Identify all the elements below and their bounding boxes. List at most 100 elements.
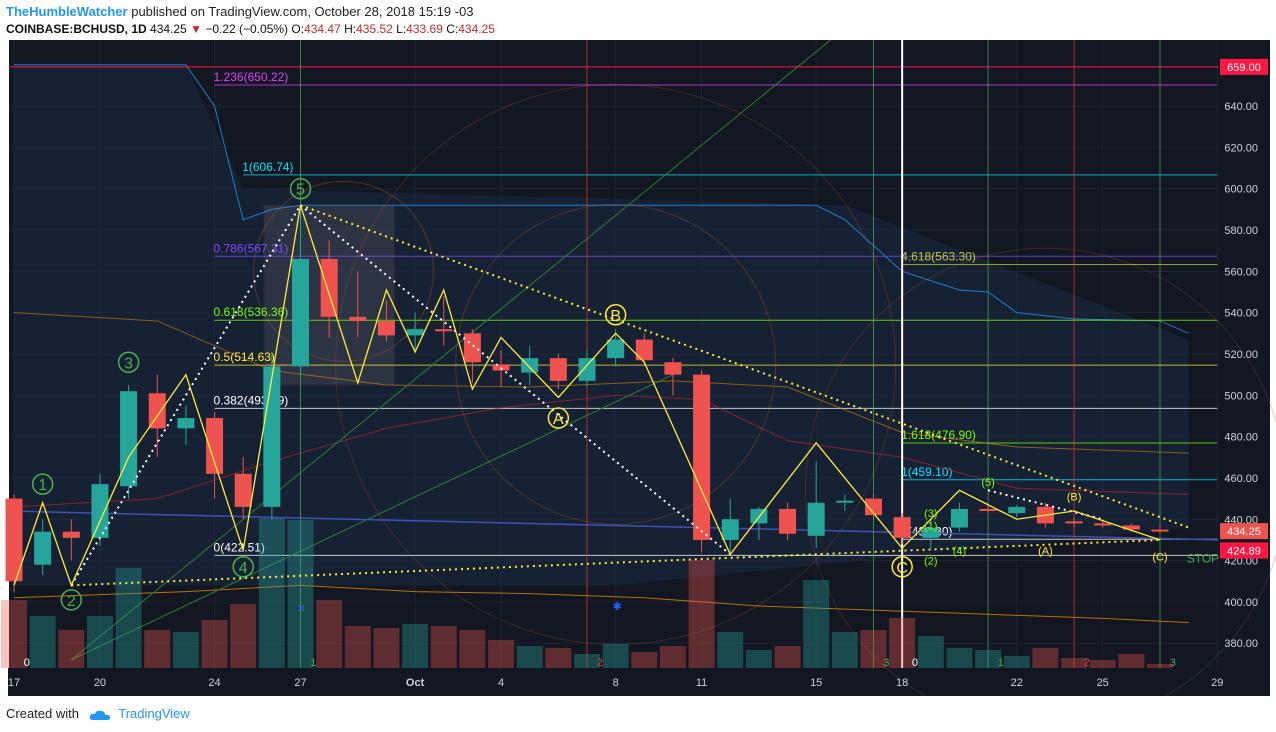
price-tag (1220, 58, 1268, 75)
price-tag (1220, 523, 1268, 540)
candle-body (34, 531, 52, 565)
cycle-number: 3 (883, 657, 889, 669)
cycle-number: 3 (1170, 657, 1176, 669)
volume-bar (488, 640, 515, 668)
candle-body (664, 362, 682, 375)
wave-label-circle (31, 473, 54, 495)
candle-body (1008, 506, 1026, 514)
time-tick-label: 18 (896, 677, 908, 689)
wave-trendline-dotted (71, 538, 1161, 587)
volume-bar (172, 632, 199, 668)
price-chart[interactable]: 1.236(650.22) 1(606.74) 0.786(567.31) 0.618… (0, 40, 1276, 696)
time-tick-label: 17 (8, 677, 20, 689)
candle-body (578, 358, 596, 381)
time-tick-label: Oct (406, 677, 425, 689)
volume-bar (58, 630, 85, 668)
candle-body (177, 418, 195, 429)
tradingview-link[interactable]: TradingView (118, 706, 190, 721)
volume-bar (774, 646, 801, 668)
wave-trendline-dotted (299, 204, 731, 556)
wave-label-text: 3 (124, 355, 133, 372)
price-tick-label: 460.00 (1224, 473, 1258, 485)
time-tick-label: 27 (294, 677, 306, 689)
close-value: 434.25 (458, 22, 495, 36)
price-tick-label: 600.00 (1224, 184, 1258, 196)
wave-label-circle (289, 177, 312, 200)
marker-x-icon: ✕ (297, 603, 306, 615)
volume-bar (29, 616, 56, 668)
fib-level-label: 4.618(563.30) (901, 250, 976, 264)
marker-star-icon: ✱ (613, 601, 622, 613)
wave-label-circle (232, 556, 254, 578)
open-value: 434.47 (304, 22, 341, 36)
volume-bar (975, 650, 1002, 668)
price-tick-label: 580.00 (1224, 225, 1258, 237)
fib-level-label: 1.236(650.22) (214, 70, 289, 84)
candle-body (206, 418, 224, 474)
volume-bar (115, 568, 142, 668)
volume-bar (889, 618, 916, 668)
candle-body (492, 364, 510, 371)
fib-level-label: 0.618(536.36) (214, 305, 289, 319)
candle-body (865, 498, 882, 516)
stop-label: STOP (1187, 552, 1219, 566)
fib-circle (804, 247, 1276, 696)
volume-bar (1147, 664, 1173, 668)
wave-trendline-dotted (70, 204, 302, 586)
last-price: 434.25 (150, 22, 187, 36)
volume-bar (545, 648, 572, 668)
sub-wave-label: (4) (953, 545, 966, 557)
volume-bar (917, 636, 944, 668)
wave-label-text: C (896, 560, 908, 577)
wave-label-text: B (610, 308, 621, 325)
candle-body (836, 500, 854, 503)
author-link[interactable]: TheHumbleWatcher (6, 4, 128, 19)
moving-average (13, 312, 1189, 454)
volume-bar (201, 620, 228, 668)
wave-label-text: 1 (38, 477, 47, 494)
close-label: C: (446, 22, 459, 36)
volume-bar (402, 624, 429, 668)
footer: Created with TradingView (6, 706, 190, 721)
candle-body (91, 484, 109, 538)
candle-body (979, 508, 997, 511)
time-tick-label: 4 (498, 677, 504, 689)
candle-body (292, 258, 309, 367)
volume-bar (860, 630, 887, 668)
candle-body (435, 329, 453, 332)
candle-body (635, 339, 653, 361)
price-tick-label: 420.00 (1224, 556, 1258, 568)
sub-wave-label: (3) (924, 508, 937, 520)
high-label: H: (344, 22, 357, 36)
time-tick-label: 20 (94, 677, 106, 689)
sub-wave-label: (2) (924, 556, 937, 568)
symbol-line: COINBASE:BCHUSD, 1D 434.25 ▼ −0.22 (−0.0… (6, 22, 495, 36)
cycle-number: 1 (998, 657, 1004, 669)
volume-bar (430, 626, 457, 668)
fib-level-label: 0(422.51) (214, 540, 265, 554)
cycle-number: 1 (310, 657, 316, 669)
trend-line-blue (7, 510, 1219, 541)
volume-bar (1, 600, 27, 668)
price-tick-label: 560.00 (1224, 266, 1258, 278)
candle-body (607, 339, 625, 359)
symbol-name: COINBASE:BCHUSD, 1D (6, 22, 147, 36)
wave-label-text: 2 (67, 593, 76, 610)
candle-body (721, 519, 739, 540)
candle-body (950, 508, 968, 528)
price-axis-area (1218, 40, 1270, 696)
candle-body (349, 316, 367, 321)
candle-body (120, 391, 138, 487)
candle-body (377, 320, 395, 336)
volume-bar (144, 630, 171, 668)
wave-trendline-dotted (300, 204, 1189, 529)
price-tag (1220, 542, 1268, 559)
fib-circle (252, 180, 434, 362)
price-tag-label: 659.00 (1227, 62, 1261, 74)
wave-label-circle (547, 407, 570, 429)
cloud-upper-line (14, 64, 1189, 334)
candle-body (234, 473, 252, 507)
high-value: 435.52 (356, 22, 393, 36)
volume-bar (631, 652, 658, 668)
fan-line-green (70, 40, 831, 661)
